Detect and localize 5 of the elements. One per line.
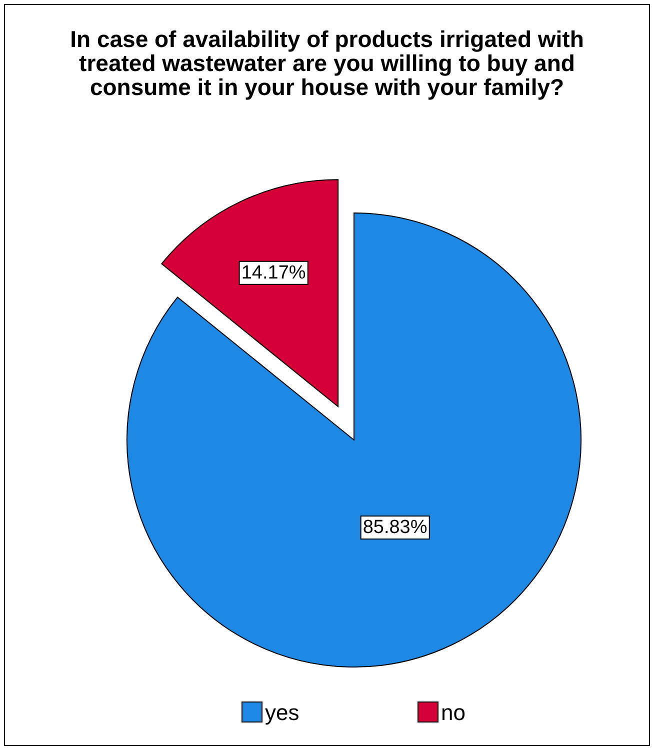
legend-label: yes xyxy=(265,700,300,725)
data-label: 14.17% xyxy=(241,262,306,284)
legend-label: no xyxy=(441,700,466,725)
data-label: 85.83% xyxy=(362,517,428,538)
chart-title: In case of availability of products irrigated with treated wastewater are you willing to buy and consume it in your house with your family? xyxy=(70,26,584,100)
